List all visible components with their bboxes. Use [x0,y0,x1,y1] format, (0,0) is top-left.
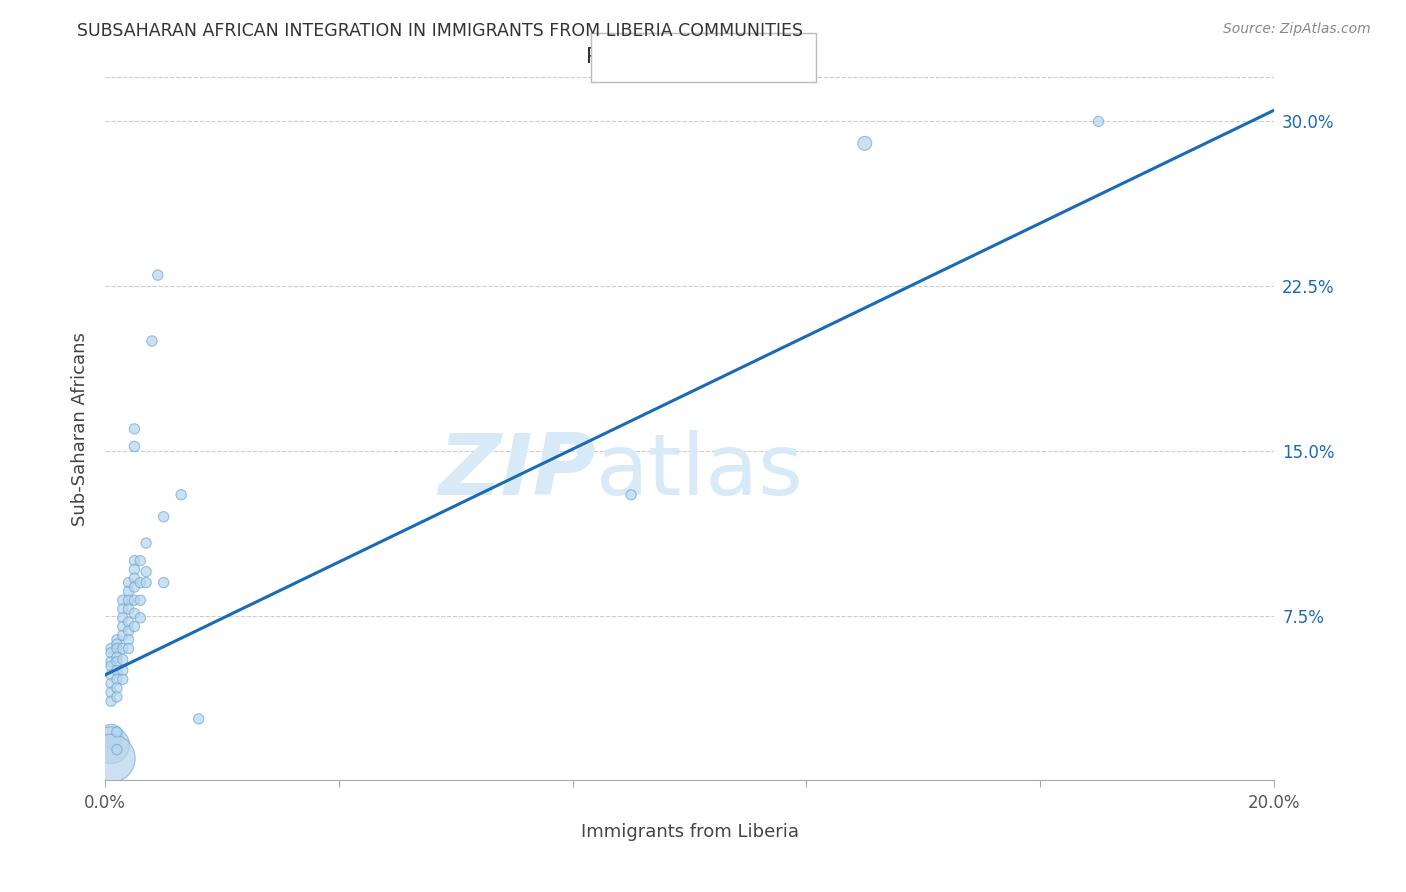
Point [100,694,122,708]
Point [111,611,134,625]
Point [105,725,128,739]
Point [124,593,146,607]
Point [152,509,174,524]
Point [100,730,122,744]
Point [111,664,134,678]
Point [100,738,122,752]
Point [124,580,146,594]
Text: 63: 63 [733,47,762,68]
Text: SUBSAHARAN AFRICAN INTEGRATION IN IMMIGRANTS FROM LIBERIA COMMUNITIES: SUBSAHARAN AFRICAN INTEGRATION IN IMMIGR… [77,22,803,40]
Point [129,554,152,568]
Point [111,602,134,616]
Point [105,664,128,678]
FancyBboxPatch shape [591,33,815,82]
Point [100,668,122,682]
Point [853,136,876,151]
Point [170,488,193,502]
Point [105,681,128,695]
Text: Source: ZipAtlas.com: Source: ZipAtlas.com [1223,22,1371,37]
X-axis label: Immigrants from Liberia: Immigrants from Liberia [581,823,799,841]
Point [135,565,157,579]
Text: R =: R = [586,47,631,68]
Point [105,650,128,665]
Point [111,619,134,633]
Point [124,607,146,621]
Point [124,562,146,576]
Text: atlas: atlas [596,430,804,513]
Point [105,637,128,651]
Point [105,673,128,687]
Point [105,690,128,704]
Point [100,655,122,669]
Point [124,440,146,454]
Point [100,641,122,656]
Point [117,575,139,590]
Point [111,593,134,607]
Y-axis label: Sub-Saharan Africans: Sub-Saharan Africans [72,332,89,525]
Text: 0.740: 0.740 [631,47,697,68]
Point [105,632,128,647]
Point [117,593,139,607]
Point [111,641,134,656]
Point [111,628,134,642]
Point [117,615,139,630]
Point [117,641,139,656]
Point [129,575,152,590]
Point [187,712,209,726]
Point [124,619,146,633]
Point [146,268,169,282]
Point [117,632,139,647]
Point [105,641,128,656]
Point [620,488,643,502]
Point [129,611,152,625]
Point [141,334,163,348]
Point [124,571,146,585]
Point [117,584,139,599]
Point [100,751,122,765]
Point [135,536,157,550]
Text: ZIP: ZIP [439,430,596,513]
Point [111,652,134,666]
Point [152,575,174,590]
Point [111,673,134,687]
Point [124,554,146,568]
Point [129,593,152,607]
Point [105,655,128,669]
Point [105,742,128,756]
Point [1087,114,1109,128]
Point [124,422,146,436]
Point [117,624,139,638]
Point [117,602,139,616]
Point [135,575,157,590]
Point [100,646,122,660]
Point [100,676,122,690]
Text: N =: N = [686,47,733,68]
Point [100,685,122,699]
Point [100,659,122,673]
